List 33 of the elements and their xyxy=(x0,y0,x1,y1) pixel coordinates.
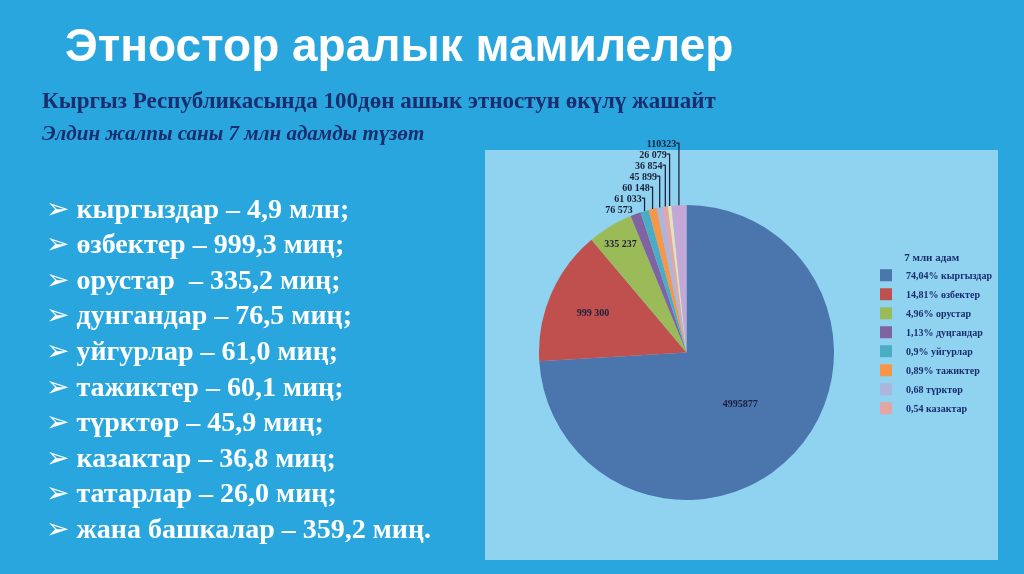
pie-slice xyxy=(539,205,834,500)
text: ➢ орустар – 335,2 миң; xyxy=(46,264,341,295)
text: ➢ татарлар – 26,0 миң; xyxy=(46,477,337,508)
legend-label: 14,81% өзбектер xyxy=(906,289,981,301)
legend-label: 74,04% кыргыздар xyxy=(906,270,993,282)
data-label: 335 237 xyxy=(604,237,637,249)
text: ➢ жана башкалар – 359,2 миң. xyxy=(46,513,432,544)
pie-slice xyxy=(539,239,687,362)
data-label: 45 899 xyxy=(629,170,657,182)
data-label: 61 033 xyxy=(614,192,642,204)
legend-label: 0,54 казактар xyxy=(906,403,968,415)
data-label: 76 573 xyxy=(605,203,633,215)
data-label: 110323 xyxy=(646,137,677,149)
chart-title: Этностор аралык мамилелер xyxy=(65,19,734,72)
text: ➢ түрктөр – 45,9 миң; xyxy=(46,406,324,437)
text: ➢ тажиктер – 60,1 миң; xyxy=(46,371,344,402)
legend-label: 0,68 түрктөр xyxy=(906,384,964,396)
data-label: 4995877 xyxy=(722,397,758,409)
legend-label: 0,89% тажиктер xyxy=(906,365,981,377)
text: ➢ өзбектер – 999,3 миң; xyxy=(46,228,345,259)
text: ➢ казактар – 36,8 миң; xyxy=(46,442,336,473)
data-label: 999 300 xyxy=(576,306,610,318)
data-label: 60 148 xyxy=(622,181,650,193)
legend-label: 0,9% уйгурлар xyxy=(906,346,974,358)
text: ➢ дунгандар – 76,5 миң; xyxy=(46,299,353,330)
data-label: 36 854 xyxy=(635,159,663,171)
legend-title: 7 млн адам xyxy=(904,250,960,263)
legend-label: 4,96% орустар xyxy=(906,308,972,320)
legend-label: 1,13% дуңгандар xyxy=(906,327,984,339)
text: ➢ кыргыздар – 4,9 млн; xyxy=(46,193,350,224)
pie-slice xyxy=(591,215,687,353)
text: ➢ уйгурлар – 61,0 миң; xyxy=(46,335,339,366)
data-label: 26 079 xyxy=(639,148,667,160)
